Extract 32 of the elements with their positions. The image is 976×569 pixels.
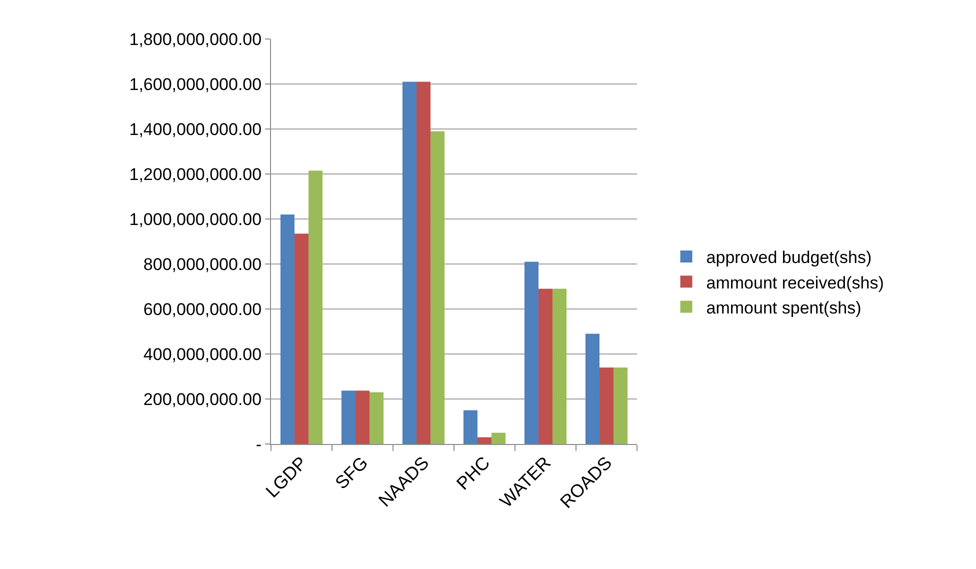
bar <box>614 368 628 444</box>
y-tick-label: 1,400,000,000.00 <box>129 120 262 139</box>
y-tick-label: - <box>256 434 262 454</box>
y-tick-label: 200,000,000.00 <box>143 390 262 409</box>
y-tick-label: 400,000,000.00 <box>143 344 262 364</box>
bar <box>492 432 506 444</box>
bar <box>585 334 600 444</box>
bar <box>552 288 567 444</box>
y-tick-label: 1,600,000,000.00 <box>129 74 262 94</box>
bar <box>280 214 294 444</box>
x-tick-label: SFG <box>331 452 372 493</box>
legend-label: ammount spent(shs) <box>706 298 862 318</box>
bar <box>463 410 478 444</box>
y-tick-label: 1,200,000,000.00 <box>129 164 262 184</box>
y-tick-label: 600,000,000.00 <box>143 300 262 319</box>
bar <box>341 390 356 444</box>
bar <box>355 390 370 444</box>
bar <box>477 437 492 444</box>
bar <box>416 82 431 444</box>
legend-label: approved budget(shs) <box>706 248 872 268</box>
bar <box>599 368 614 444</box>
bar <box>524 262 538 444</box>
y-tick-label: 800,000,000.00 <box>143 254 262 274</box>
bar <box>370 392 384 444</box>
legend-label: ammount received(shs) <box>706 273 884 292</box>
y-tick-label: 1,000,000,000.00 <box>129 210 262 229</box>
y-tick-label: 1,800,000,000.00 <box>129 30 262 49</box>
bar <box>538 288 553 444</box>
bar <box>430 131 445 444</box>
bar <box>308 170 323 444</box>
bar <box>402 82 416 444</box>
bar <box>294 234 309 444</box>
